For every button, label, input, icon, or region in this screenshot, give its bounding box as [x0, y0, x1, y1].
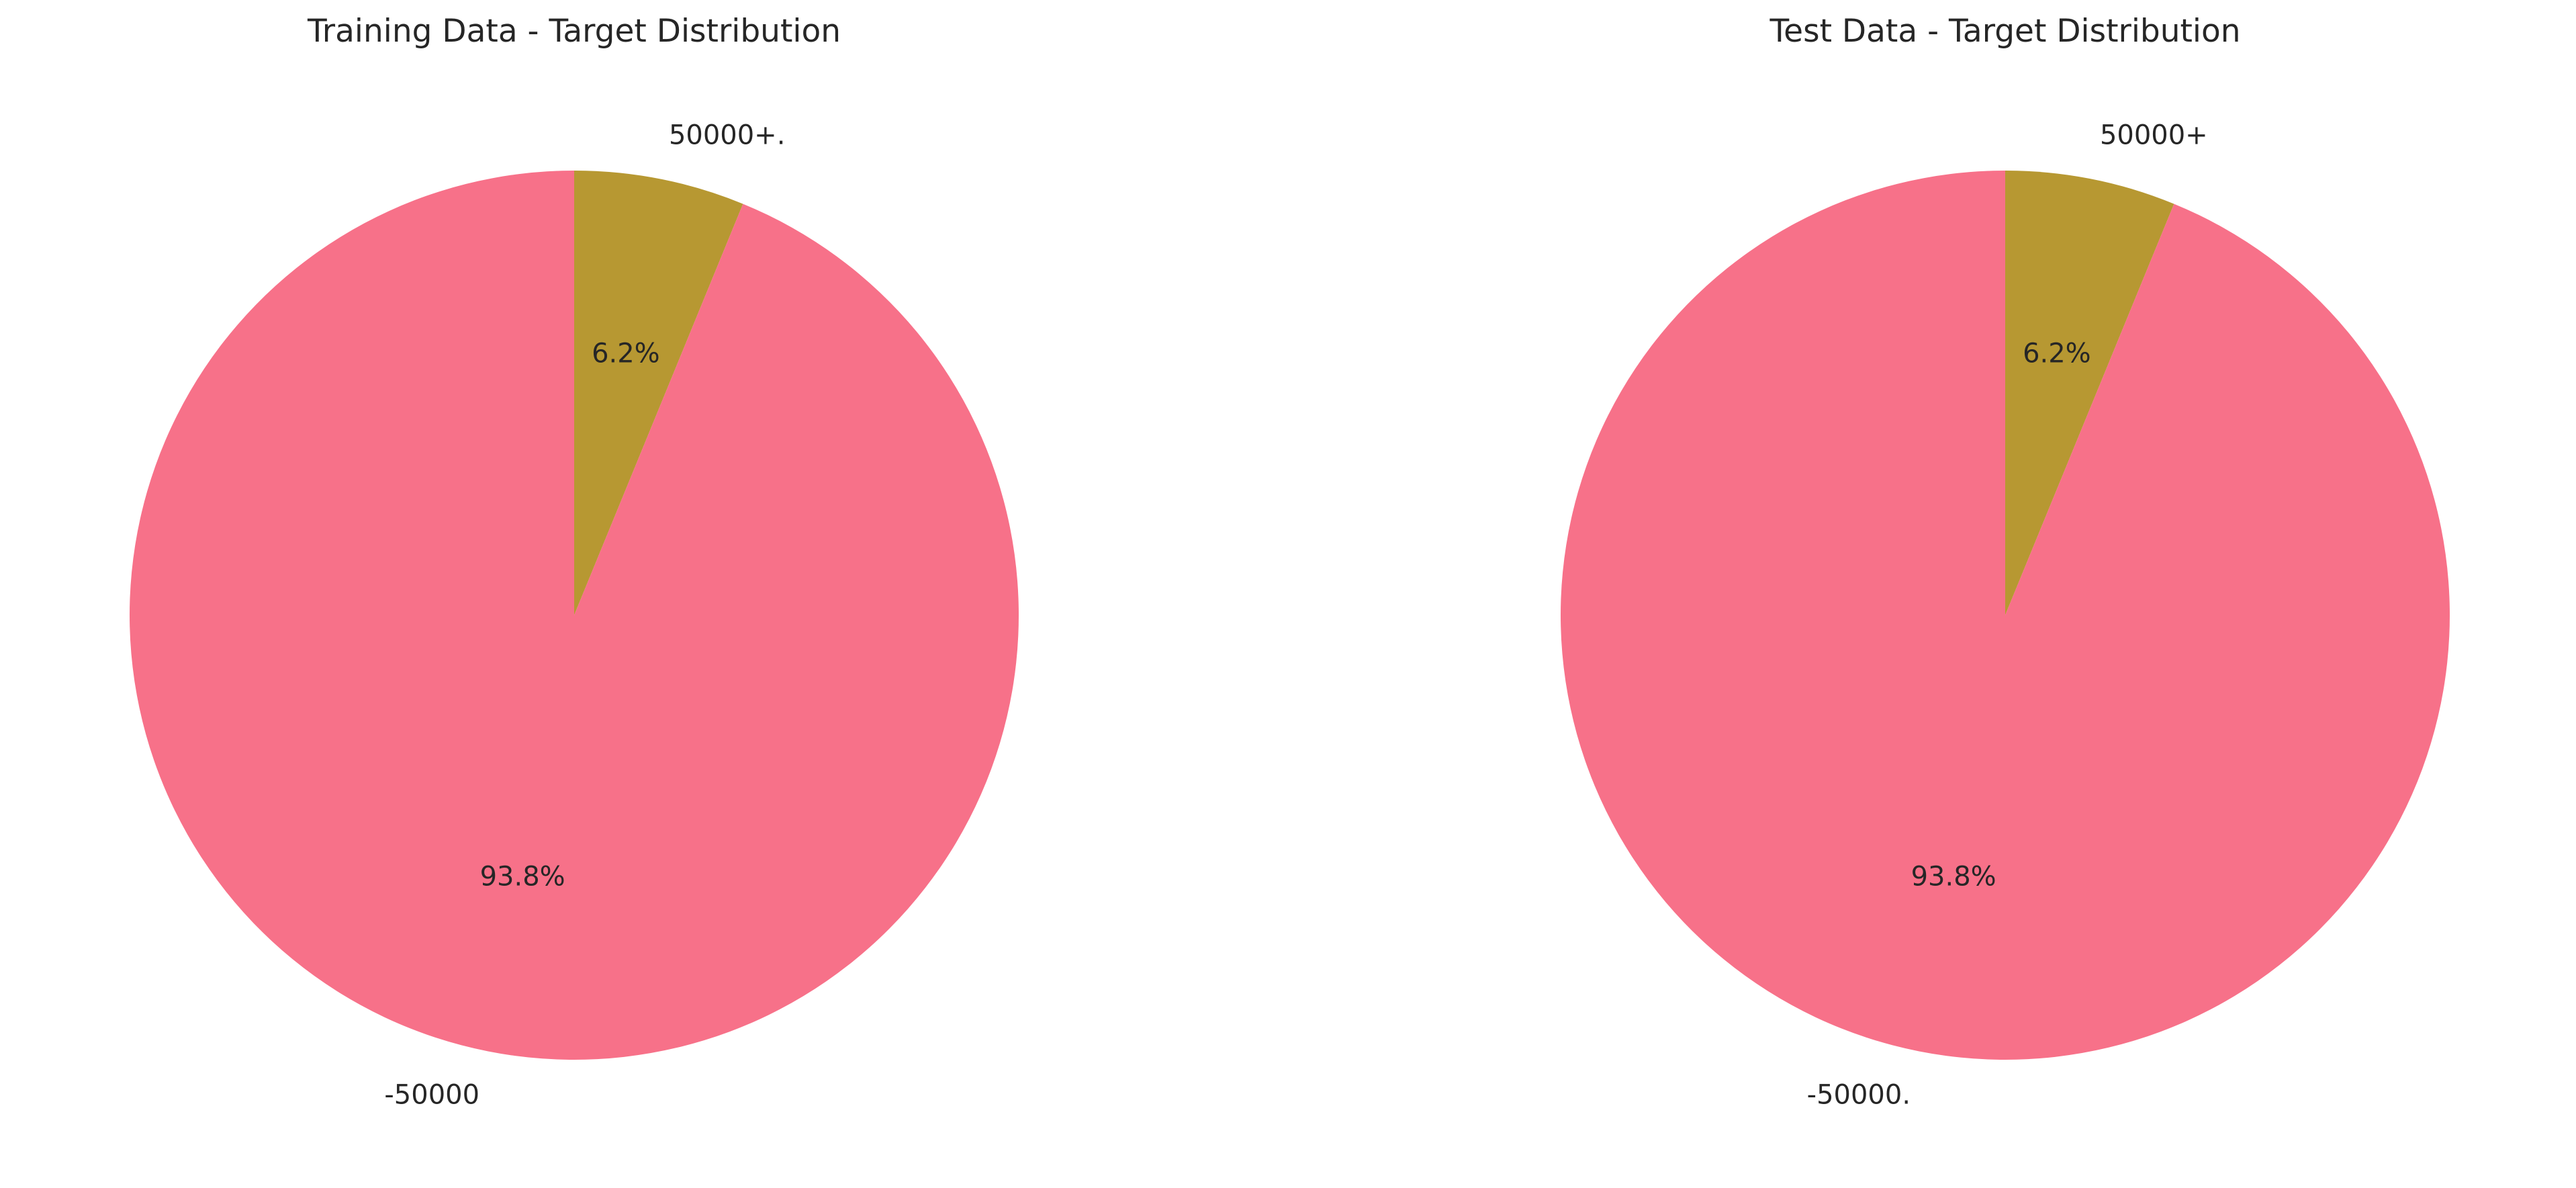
chart-title-training: Training Data - Target Distribution [307, 13, 841, 50]
slice-percent-label: 93.8% [480, 862, 565, 893]
pie-slice [130, 171, 1019, 1060]
slice-category-label: -50000. [1807, 1079, 1911, 1110]
pie-slice [574, 171, 743, 615]
pie-chart-test: Test Data - Target Distribution 6.2% 5000… [1561, 13, 2450, 1110]
chart-title-test: Test Data - Target Distribution [1769, 13, 2240, 50]
slice-percent-label: 6.2% [2023, 338, 2091, 369]
slice-category-label: -50000 [384, 1079, 479, 1110]
slice-percent-label: 6.2% [592, 338, 660, 369]
slice-category-label: 50000+ [2100, 120, 2208, 151]
slice-category-label: 50000+. [669, 120, 785, 151]
pie-slice [2005, 171, 2174, 615]
slice-percent-label: 93.8% [1911, 862, 1996, 893]
pie-slice [1561, 171, 2450, 1060]
pie-chart-training: Training Data - Target Distribution 6.2%… [130, 13, 1019, 1110]
